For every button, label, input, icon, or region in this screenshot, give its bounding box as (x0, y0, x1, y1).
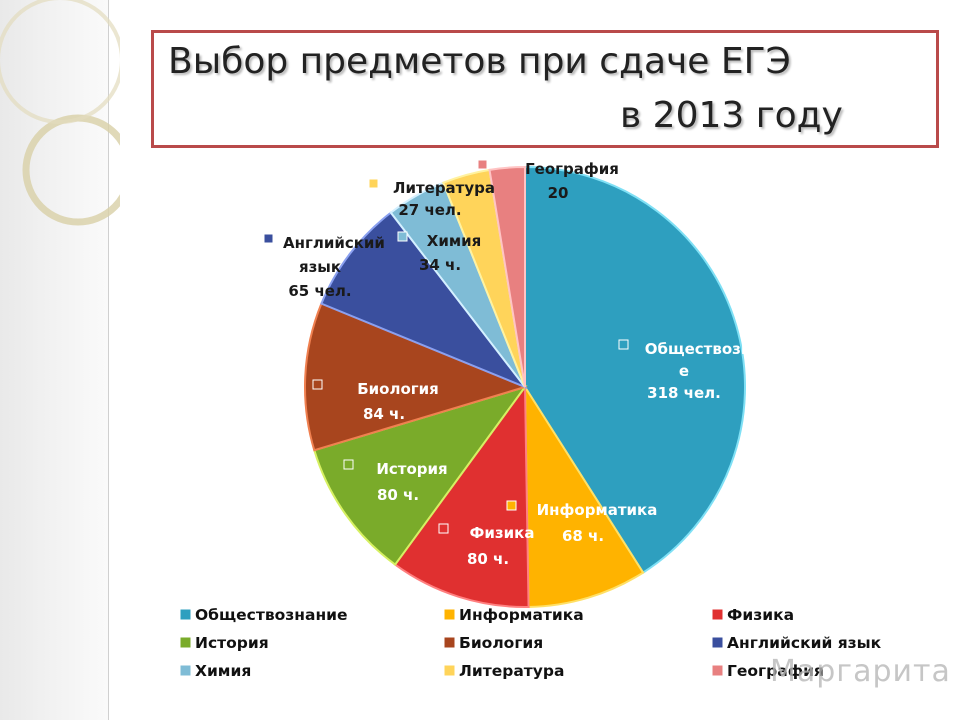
legend-swatch-обществознание (179, 608, 192, 621)
title-box: Выбор предметов при сдаче ЕГЭ в 2013 год… (151, 30, 939, 148)
decorative-rings (0, 0, 120, 226)
data-label-география-line-1: География (525, 160, 619, 178)
legend-swatch-история (179, 636, 192, 649)
slide-title-line-2: в 2013 году (620, 95, 843, 136)
pie-slice-география (488, 165, 526, 388)
chart-legend: Обществознание История Химия Информатика Био… (179, 606, 882, 680)
data-label-литература-line-2: 27 чел. (398, 201, 461, 219)
data-label-история-line-2: 80 ч. (377, 486, 419, 504)
legend-label-английский-язык: Английский язык (727, 634, 882, 652)
data-label-информатика-line-1: Информатика (537, 501, 658, 519)
data-label-информатика-line-2: 68 ч. (562, 527, 604, 545)
data-label-английский-язык-line-2: язык (299, 258, 341, 276)
data-label-география-line-2: 20 (548, 184, 569, 202)
legend-label-биология: Биология (459, 634, 543, 652)
data-label-английский-язык-line-1: Английский (283, 234, 385, 252)
data-label-химия-line-2: 34 ч. (419, 256, 461, 274)
legend-swatch-биология (443, 636, 456, 649)
legend-swatch-английский-язык (711, 636, 724, 649)
pie-slice-информатика (523, 383, 645, 608)
data-label-биология-line-2: 84 ч. (363, 405, 405, 423)
data-label-физика-line-1: Физика (470, 524, 535, 542)
legend-label-информатика: Информатика (459, 606, 584, 624)
data-label-химия-line-1: Химия (427, 232, 481, 250)
legend-label-обществознание: Обществознание (195, 606, 348, 624)
data-label-литература-line-1: Литература (393, 179, 495, 197)
pie-slice-физика (393, 384, 530, 608)
pie-slice-биология (304, 302, 528, 452)
data-label-обществознание-line-3: 318 чел. (647, 384, 721, 402)
legend-swatch-литература (443, 664, 456, 677)
legend-label-литература: Литература (459, 662, 564, 680)
data-label-marker-информатика (506, 500, 517, 511)
legend-swatch-химия (179, 664, 192, 677)
data-label-marker-физика (438, 523, 449, 534)
legend-swatch-физика (711, 608, 724, 621)
legend-label-физика: Физика (727, 606, 794, 624)
legend-label-география: География (727, 662, 824, 680)
slide-title-line-1: Выбор предметов при сдаче ЕГЭ (168, 41, 791, 82)
data-label-marker-химия (397, 231, 408, 242)
data-label-marker-обществознание (618, 339, 629, 350)
data-label-биология-line-1: Биология (357, 380, 439, 398)
pie-slices (304, 165, 746, 608)
data-label-marker-биология (312, 379, 323, 390)
legend-swatch-география (711, 664, 724, 677)
data-label-marker-история (343, 459, 354, 470)
legend-label-химия: Химия (195, 662, 251, 680)
data-label-физика-line-2: 80 ч. (467, 550, 509, 568)
legend-swatch-информатика (443, 608, 456, 621)
data-label-marker-география (477, 159, 488, 170)
legend-label-история: История (195, 634, 269, 652)
pie-labels: Обществозн е 318 чел. Информатика 68 ч. Физик… (263, 159, 751, 568)
pie-slice-обществознание (524, 165, 746, 574)
data-label-обществознание-line-2: е (679, 362, 689, 380)
pie-slice-история (313, 385, 528, 566)
data-label-обществознание-line-1: Обществозн (645, 340, 751, 358)
data-label-marker-английский-язык (263, 233, 274, 244)
pie-slice-английский-язык (320, 211, 529, 390)
data-label-английский-язык-line-3: 65 чел. (288, 282, 351, 300)
data-label-marker-литература (368, 178, 379, 189)
watermark-text: Маргарита (770, 654, 951, 689)
data-label-история-line-1: История (376, 460, 447, 478)
